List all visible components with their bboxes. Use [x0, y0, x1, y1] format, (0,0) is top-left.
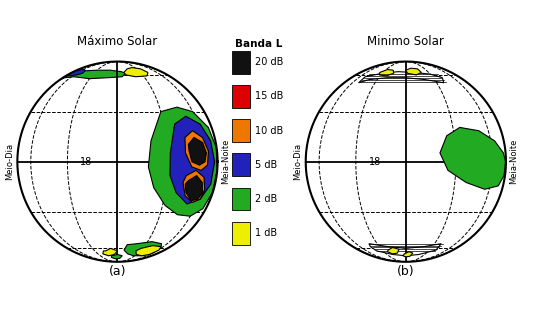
Title: Minimo Solar: Minimo Solar: [367, 36, 444, 49]
Polygon shape: [185, 131, 208, 171]
FancyBboxPatch shape: [232, 85, 250, 108]
Polygon shape: [18, 61, 218, 262]
Text: 18: 18: [81, 157, 93, 167]
Polygon shape: [112, 255, 122, 259]
Text: 5 dB: 5 dB: [255, 160, 277, 170]
Text: Banda L: Banda L: [235, 39, 283, 49]
Polygon shape: [387, 248, 399, 254]
FancyBboxPatch shape: [232, 51, 250, 74]
Polygon shape: [170, 116, 215, 204]
Text: 15 dB: 15 dB: [255, 91, 283, 101]
Polygon shape: [306, 61, 506, 262]
Polygon shape: [124, 68, 148, 77]
Polygon shape: [369, 244, 441, 256]
Polygon shape: [189, 138, 206, 165]
Title: Máximo Solar: Máximo Solar: [77, 36, 158, 49]
Text: 2 dB: 2 dB: [255, 194, 277, 204]
FancyBboxPatch shape: [232, 222, 250, 245]
Text: Meia-Noite: Meia-Noite: [221, 139, 230, 184]
Polygon shape: [403, 252, 413, 257]
FancyBboxPatch shape: [232, 188, 250, 210]
Text: 1 dB: 1 dB: [255, 228, 277, 238]
Text: 20 dB: 20 dB: [255, 57, 283, 67]
Polygon shape: [185, 176, 202, 201]
Polygon shape: [67, 69, 85, 76]
Text: 18: 18: [369, 157, 381, 167]
Polygon shape: [406, 68, 421, 75]
Polygon shape: [103, 249, 117, 256]
FancyBboxPatch shape: [232, 153, 250, 176]
Polygon shape: [136, 246, 161, 256]
Text: Meio-Dia: Meio-Dia: [293, 143, 302, 180]
Polygon shape: [148, 107, 217, 216]
Polygon shape: [440, 127, 506, 189]
Polygon shape: [124, 242, 161, 256]
Polygon shape: [359, 72, 444, 83]
Text: 10 dB: 10 dB: [255, 126, 283, 136]
Text: Meia-Noite: Meia-Noite: [509, 139, 519, 184]
Text: (a): (a): [109, 265, 126, 278]
FancyBboxPatch shape: [232, 119, 250, 142]
Text: (b): (b): [397, 265, 415, 278]
Polygon shape: [60, 70, 125, 80]
Text: Meio-Dia: Meio-Dia: [5, 143, 14, 180]
Polygon shape: [379, 69, 394, 76]
Polygon shape: [183, 171, 205, 202]
